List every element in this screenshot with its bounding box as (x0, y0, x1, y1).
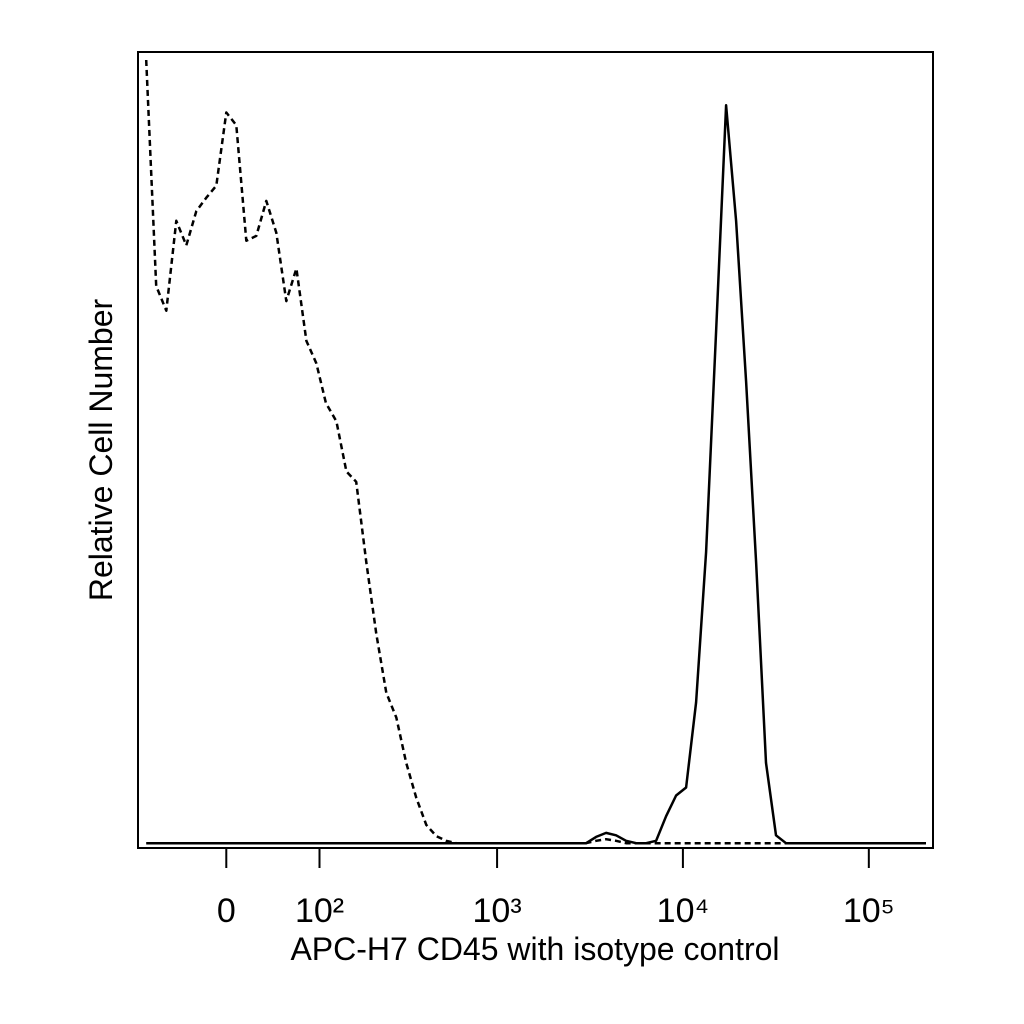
x-tick-label: 10³ (473, 892, 522, 930)
x-tick-label: 10² (295, 892, 344, 930)
histogram-line (146, 104, 926, 845)
x-axis-label: APC-H7 CD45 with isotype control (290, 931, 779, 967)
plot-frame (137, 51, 934, 849)
x-tick-label: 10⁵ (843, 892, 895, 930)
x-tick-label: 0 (217, 892, 236, 930)
y-axis-label: Relative Cell Number (83, 298, 119, 601)
histogram-line (144, 59, 926, 845)
x-tick-label: 10⁴ (657, 892, 709, 930)
